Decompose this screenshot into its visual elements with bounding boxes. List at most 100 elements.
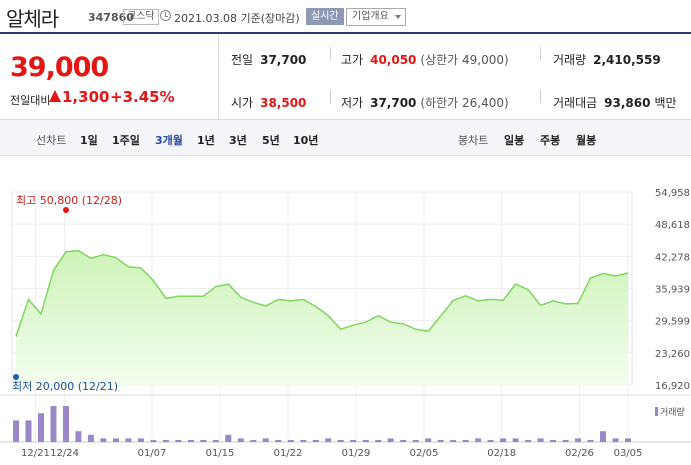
change-value: 1,300 [62,88,110,106]
date-text: 2021.03.08 기준(장마감) [174,12,300,25]
volume-bar [75,431,82,442]
volume-bar [587,440,594,442]
volume-bar [425,438,432,442]
volume-bar [262,438,269,442]
y-tick-label: 16,920 [655,381,690,392]
x-tick-label: 02/05 [410,448,439,459]
change-label: 전일대비 [10,94,51,107]
volume: 거래량 2,410,559 [553,53,661,67]
volume-bar [337,440,344,442]
up-arrow-icon [49,90,61,102]
volume-bar [500,438,507,442]
volume-bar [13,420,19,442]
y-tick-label: 48,618 [655,220,690,231]
max-label: 최고 50,800 (12/28) [16,194,122,207]
x-tick-label: 01/29 [342,448,371,459]
volume-bar [63,406,69,442]
volume-bar [312,440,319,442]
price-line [15,249,629,337]
volume-bar [412,440,419,442]
volume-bar [437,440,444,442]
volume-bar [162,440,169,442]
volume-bar [400,440,407,442]
candle-monthly[interactable]: 월봉 [576,134,597,147]
x-tick-label: 01/22 [274,448,303,459]
volume-bar [525,440,532,442]
price-summary: 39,000 전일대비 1,300 +3.45% 전일 37,700 고가 40,0… [0,34,691,120]
volume-bar [25,420,32,442]
day-low: 저가 37,700 (하한가 26,400) [341,96,509,110]
volume-bar [225,434,232,442]
market-badge: 코스닥 [123,9,159,25]
period-1w[interactable]: 1주일 [112,134,140,147]
x-tick-label: 01/07 [138,448,167,459]
volume-bar [275,440,282,442]
volume-bar [187,440,194,442]
period-3m[interactable]: 3개월 [155,134,183,147]
volume-bar [38,413,44,442]
price-area [16,250,628,385]
x-tick-label: 12/24 [50,448,79,459]
volume-bar [350,440,357,442]
volume-bar [112,438,119,442]
volume-bar [562,440,569,442]
volume-bar [550,440,557,442]
clock-icon [160,10,171,21]
y-tick-label: 29,599 [655,317,690,328]
volume-bar [375,440,382,442]
volume-bar [287,440,294,442]
volume-bar [150,440,157,442]
x-tick-label: 02/26 [565,448,594,459]
volume-bar [237,438,244,442]
change-percent: +3.45% [110,88,175,106]
prev-close: 전일 37,700 [231,53,307,67]
volume-bar [300,440,307,442]
volume-bar [537,438,544,442]
period-3y[interactable]: 3년 [229,134,247,147]
divider [330,90,331,103]
stock-header: 알체라 347860 코스닥 2021.03.08 기준(장마감) 실시간 기업… [0,0,691,34]
volume-legend-swatch [655,407,658,416]
price-chart: 54,958 48,618 42,278 35,939 29,599 23,260 16,9… [0,188,691,459]
day-high: 고가 40,050 (상한가 49,000) [341,53,509,67]
period-10y[interactable]: 10년 [293,134,319,147]
volume-bar [50,406,57,442]
volume-bar [175,440,182,442]
volume-bar [125,438,132,442]
stock-name: 알체라 [6,7,59,31]
volume-bar [87,434,94,442]
open-price: 시가 38,500 [231,96,307,110]
volume-legend: 거래량 [660,406,685,418]
volume-bar [387,438,394,442]
trade-amount: 거래대금 93,860 백만 [553,96,677,110]
volume-bar [450,440,457,442]
current-price: 39,000 [10,52,109,83]
volume-bar [600,431,606,442]
volume-bar [325,438,332,442]
volume-bar [512,438,519,442]
company-info-dropdown[interactable]: 기업개요 [346,8,406,26]
period-1y[interactable]: 1년 [197,134,215,147]
candle-weekly[interactable]: 주봉 [540,134,561,147]
y-tick-label: 42,278 [655,252,690,263]
volume-bar [250,440,257,442]
company-info-label: 기업개요 [352,11,389,22]
min-label: 최저 20,000 (12/21) [12,380,118,393]
min-marker [13,374,19,380]
x-tick-label: 03/05 [614,448,643,459]
divider [330,47,331,60]
volume-bar [475,438,482,442]
period-bar: 선차트 1일 1주일 3개월 1년 3년 5년 10년 봉차트 일봉 주봉 월봉 [0,120,691,156]
y-tick-label: 54,958 [655,188,690,199]
volume-bar [137,438,144,442]
period-1d[interactable]: 1일 [80,134,98,147]
volume-bar [462,440,469,442]
divider [540,47,541,60]
line-chart-label: 선차트 [36,134,67,147]
realtime-button[interactable]: 실시간 [306,8,344,25]
candle-daily[interactable]: 일봉 [504,134,525,147]
period-5y[interactable]: 5년 [262,134,280,147]
candle-chart-label: 봉차트 [458,134,489,147]
x-tick-label: 01/15 [206,448,235,459]
volume-bar [362,440,369,442]
